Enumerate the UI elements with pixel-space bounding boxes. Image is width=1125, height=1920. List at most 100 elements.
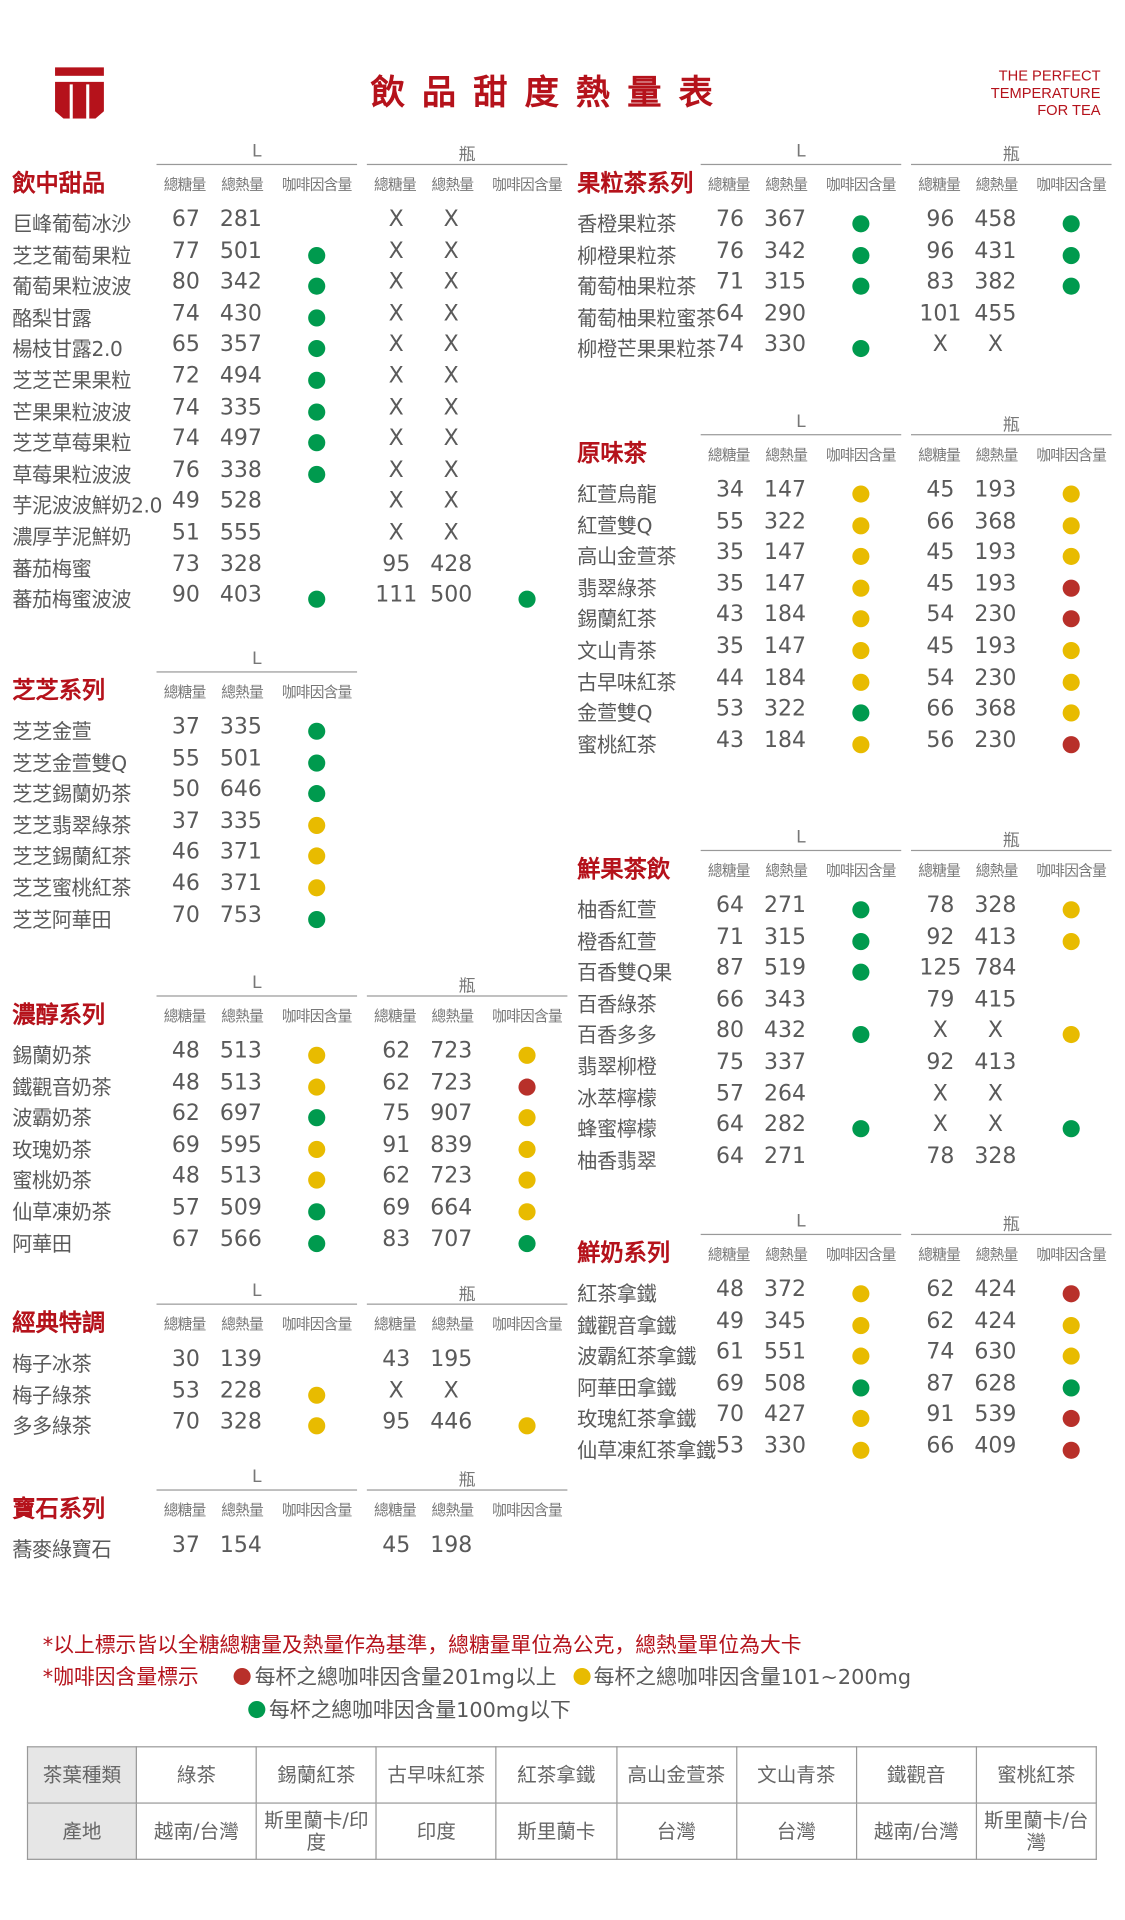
calorie-value: 753 [219, 901, 262, 928]
size-label-bottle: 瓶 [1002, 145, 1020, 166]
origin-cell: 斯里蘭卡/台灣 [975, 1802, 1097, 1860]
calorie-value: 494 [219, 363, 262, 389]
sugar-value: 71 [716, 269, 745, 295]
legend-green-text: 每杯之總咖啡因含量100mg以下 [269, 1698, 571, 1723]
calorie-value: 368 [974, 696, 1017, 722]
sugar-value: 45 [926, 539, 955, 566]
tagline: THE PERFECT TEMPERATURE FOR TEA [991, 67, 1101, 118]
drink-name: 紅萱烏龍 [577, 483, 657, 507]
calorie-value: 335 [219, 394, 262, 421]
header-sugar: 總糖量 [374, 1501, 417, 1519]
sugar-value: 73 [171, 550, 200, 577]
sugar-value: 66 [926, 508, 955, 534]
yellow-caffeine-dot-icon [308, 1417, 326, 1435]
sugar-value: 76 [716, 237, 745, 264]
calorie-value: 630 [974, 1339, 1017, 1365]
section-title: 鮮果茶飲 [577, 855, 671, 883]
sugar-value: 37 [171, 808, 200, 834]
section-title: 芝芝系列 [12, 677, 106, 705]
header-caffeine: 咖啡因含量 [1036, 446, 1107, 464]
yellow-caffeine-dot-icon [308, 1171, 326, 1190]
red-caffeine-dot-icon [1062, 1441, 1080, 1459]
size-divider [156, 1303, 358, 1305]
drink-name: 芝芝阿華田 [12, 908, 112, 932]
header-calories: 總熱量 [221, 1315, 264, 1333]
yellow-caffeine-dot-icon [1062, 1316, 1080, 1334]
calorie-value: 281 [219, 206, 262, 233]
sugar-value: 125 [919, 955, 962, 981]
header-sugar: 總糖量 [163, 1007, 207, 1025]
calorie-value: 372 [764, 1276, 807, 1303]
drink-name: 芝芝葡萄果粒 [12, 244, 132, 268]
sugar-value: 43 [716, 727, 745, 754]
origin-cell: 越南/台灣 [855, 1802, 977, 1860]
header-caffeine: 咖啡因含量 [492, 1501, 562, 1519]
calorie-value: 458 [974, 206, 1017, 233]
calorie-value: 342 [219, 269, 262, 295]
drink-name: 蕃茄梅蜜波波 [12, 588, 132, 612]
drink-name: 高山金萱茶 [577, 545, 677, 569]
size-label-bottle: 瓶 [458, 1471, 476, 1491]
sugar-value: 87 [926, 1370, 955, 1397]
header-caffeine: 咖啡因含量 [1036, 862, 1107, 880]
green-caffeine-dot-icon [308, 910, 326, 928]
origin-cell: 印度 [375, 1802, 497, 1860]
drink-name: 阿華田 [12, 1232, 72, 1256]
drink-name: 柳橙芒果果粒茶 [577, 337, 716, 362]
yellow-caffeine-dot-icon [518, 1046, 536, 1064]
sugar-value: 75 [382, 1100, 411, 1127]
yellow-caffeine-dot-icon [308, 847, 326, 866]
header-caffeine: 咖啡因含量 [1036, 176, 1107, 194]
sugar-value: 49 [171, 488, 200, 515]
size-divider [700, 1233, 902, 1236]
green-caffeine-dot-icon [852, 1026, 870, 1044]
drink-name: 仙草凍紅茶拿鐵 [577, 1439, 716, 1463]
sugar-value: 87 [716, 955, 745, 981]
sugar-value: 83 [926, 269, 955, 295]
calorie-value: 328 [974, 1143, 1017, 1169]
drink-name: 巨峰葡萄冰沙 [12, 212, 132, 237]
calorie-value: 184 [764, 664, 807, 691]
calorie-value: 707 [430, 1226, 473, 1252]
sugar-value: 78 [926, 892, 955, 919]
sugar-value: 67 [171, 206, 200, 233]
calorie-value: 723 [430, 1069, 473, 1096]
tea-origin-table: 茶葉種類 綠茶 錫蘭紅茶 古早味紅茶 紅茶拿鐵 高山金萱茶 文山青茶 鐵觀音 蜜桃紅茶 產地 … [26, 1746, 1097, 1860]
sugar-value: 96 [926, 237, 955, 264]
header-calories: 總熱量 [221, 1007, 264, 1025]
sugar-value: 50 [171, 776, 200, 803]
calorie-value: 271 [764, 892, 807, 919]
calorie-value: 907 [430, 1100, 473, 1127]
calorie-value: X [443, 1377, 459, 1404]
calorie-value: 230 [974, 602, 1017, 628]
sugar-value: X [932, 331, 948, 358]
sugar-value: X [388, 457, 404, 483]
sugar-value: 64 [716, 300, 745, 327]
header-caffeine: 咖啡因含量 [826, 176, 896, 194]
header-caffeine: 咖啡因含量 [826, 862, 896, 880]
calorie-value: 427 [764, 1401, 807, 1428]
calorie-value: 446 [430, 1408, 473, 1435]
drink-name: 芝芝金萱 [12, 720, 92, 744]
yellow-caffeine-dot-icon [852, 1316, 870, 1334]
calorie-value: 330 [764, 331, 807, 358]
basis-note: *以上標示皆以全糖總糖量及熱量作為基準，總糖量單位為公克，總熱量單位為大卡 [42, 1633, 802, 1659]
calorie-value: 519 [764, 955, 807, 981]
header-calories: 總熱量 [221, 683, 264, 701]
header-caffeine: 咖啡因含量 [281, 1501, 352, 1519]
calorie-value: 345 [764, 1307, 807, 1334]
yellow-caffeine-dot-icon [1062, 901, 1080, 919]
section-title: 果粒茶系列 [577, 169, 694, 197]
size-label-l: L [252, 973, 262, 993]
sugar-value: 101 [919, 300, 962, 327]
calorie-value: 664 [430, 1194, 473, 1221]
header-sugar: 總糖量 [707, 176, 751, 194]
drink-name: 波霸奶茶 [12, 1106, 92, 1131]
red-caffeine-dot-icon [1062, 610, 1080, 628]
calorie-value: 147 [764, 476, 807, 503]
header-calories: 總熱量 [975, 176, 1019, 194]
header-calories: 總熱量 [431, 1501, 475, 1519]
section-title: 飲中甜品 [12, 169, 106, 197]
header-calories: 總熱量 [765, 176, 808, 194]
sugar-value: 35 [716, 633, 745, 660]
